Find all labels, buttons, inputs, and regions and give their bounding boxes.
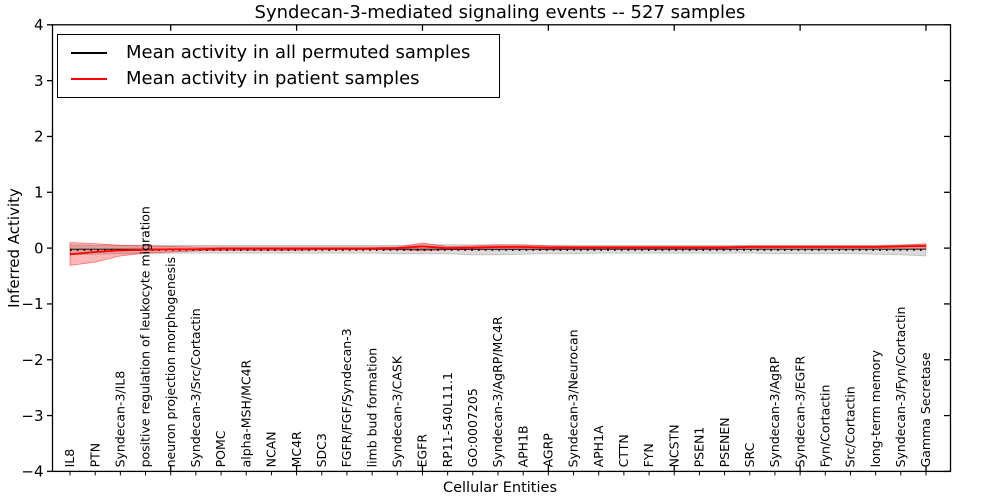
x-tick-label: APH1B — [515, 425, 530, 467]
x-tick-label: GO:0007205 — [465, 388, 480, 467]
legend-label-permuted: Mean activity in all permuted samples — [126, 42, 471, 64]
x-axis-label: Cellular Entities — [442, 480, 558, 496]
x-tick-label: Gamma Secretase — [918, 352, 933, 467]
x-tick-label: NCAN — [264, 431, 279, 467]
x-tick-label: PSEN1 — [692, 427, 707, 468]
x-tick-label: neuron projection morphogenesis — [163, 257, 178, 468]
x-tick-label: long-term memory — [868, 349, 883, 467]
x-tick-label: Syndecan-3/Fyn/Cortactin — [893, 307, 908, 468]
chart-title: Syndecan-3-mediated signaling events -- … — [254, 2, 746, 23]
x-tick-label: PSENEN — [717, 417, 732, 467]
x-tick-label: SRC — [742, 442, 757, 467]
x-tick-label: Syndecan-3/AgRP/MC4R — [490, 316, 505, 467]
y-tick-label: 0 — [34, 239, 44, 257]
patient-line-sample — [71, 77, 107, 80]
x-tick-label: Syndecan-3/Neurocan — [566, 329, 581, 467]
x-tick-label: SDC3 — [314, 433, 329, 467]
legend-item-patient: Mean activity in patient samples — [58, 67, 499, 89]
y-axis-label: Inferred Activity — [5, 188, 23, 308]
x-tick-label: Syndecan-3/IL8 — [113, 371, 128, 468]
x-tick-label: Syndecan-3/Src/Cortactin — [188, 308, 203, 467]
x-tick-label: MC4R — [289, 431, 304, 467]
x-tick-label: IL8 — [62, 449, 77, 468]
x-tick-label: limb bud formation — [364, 348, 379, 468]
patient-mean-line — [69, 244, 927, 256]
y-tick-label: −3 — [21, 407, 43, 425]
permuted-line-sample — [71, 52, 107, 55]
y-tick-label: −2 — [21, 351, 43, 369]
x-tick-label: APH1A — [591, 425, 606, 467]
y-tick-label: 3 — [34, 72, 44, 90]
y-tick-label: −1 — [21, 295, 43, 313]
legend-label-patient: Mean activity in patient samples — [126, 67, 420, 89]
legend-item-permuted: Mean activity in all permuted samples — [58, 44, 499, 62]
x-tick-label: NCSTN — [666, 424, 681, 467]
x-tick-label: Src/Cortactin — [843, 386, 858, 467]
x-tick-label: AGRP — [541, 433, 556, 468]
x-tick-label: positive regulation of leukocyte migrati… — [138, 206, 153, 467]
x-tick-label: FGFR/FGF/Syndecan-3 — [339, 328, 354, 467]
x-tick-label: FYN — [641, 443, 656, 467]
x-tick-label: POMC — [213, 430, 228, 467]
x-tick-label: PTN — [87, 443, 102, 468]
x-tick-label: Fyn/Cortactin — [817, 385, 832, 468]
y-tick-label: 4 — [34, 16, 44, 34]
x-tick-label: EGFR — [415, 434, 430, 468]
y-tick-label: −4 — [21, 463, 43, 481]
x-tick-label: Syndecan-3/EGFR — [792, 356, 807, 468]
x-tick-label: RP11-540L11.1 — [440, 372, 455, 467]
x-tick-label: Syndecan-3/AgRP — [767, 356, 782, 467]
y-tick-label: 2 — [34, 128, 44, 146]
legend: Mean activity in all permuted samples Me… — [57, 34, 500, 98]
x-tick-label: alpha-MSH/MC4R — [238, 359, 253, 467]
x-tick-label: CTTN — [616, 434, 631, 467]
x-tick-label: Syndecan-3/CASK — [389, 355, 404, 467]
y-tick-label: 1 — [34, 183, 44, 201]
